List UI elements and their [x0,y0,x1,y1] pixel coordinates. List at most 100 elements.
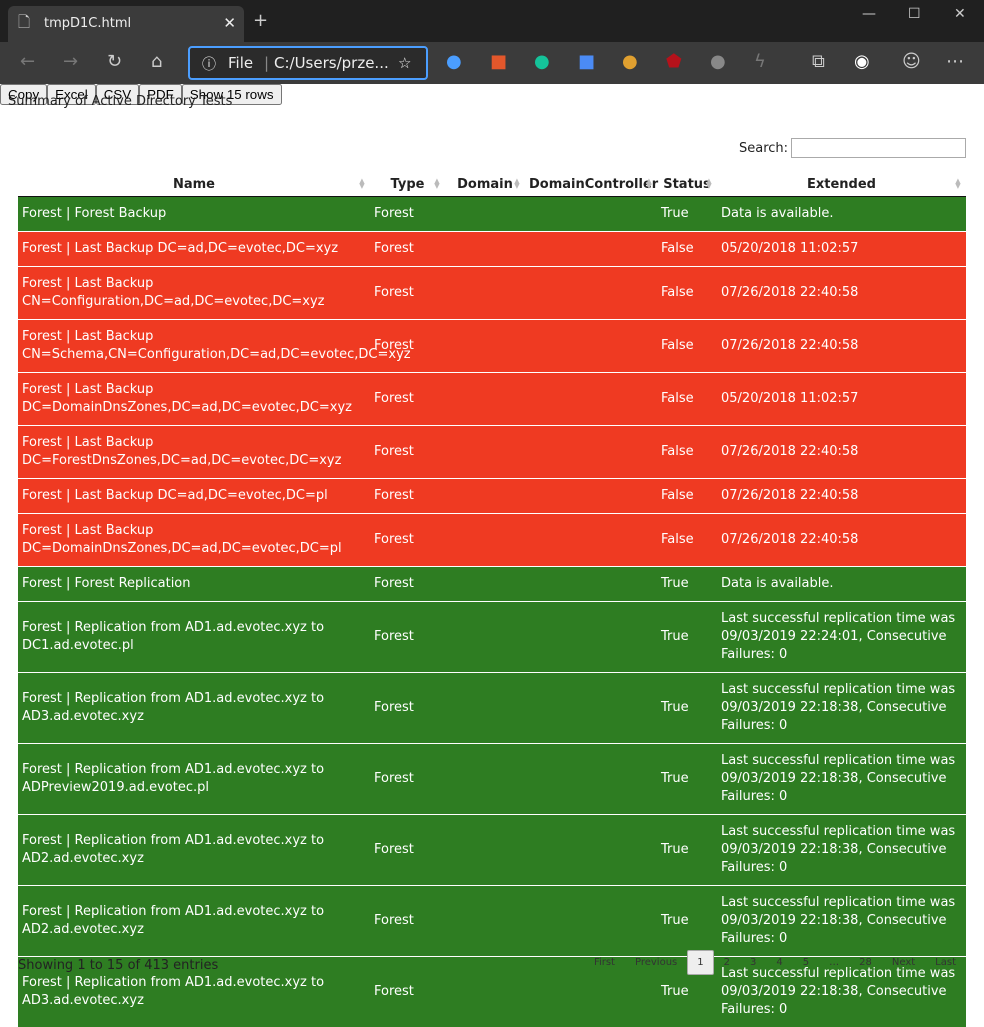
table-row: Forest | Last Backup CN=Schema,CN=Config… [18,320,966,373]
cell-type: Forest [370,373,445,426]
cell-type: Forest [370,886,445,957]
cell-domain [445,815,525,886]
cell-domain-controller [525,815,657,886]
extension[interactable]: ● [534,51,550,72]
cell-domain [445,673,525,744]
extension[interactable]: ● [446,51,462,72]
file-icon: 🗋 [18,12,30,37]
page-link[interactable]: 4 [766,950,792,975]
table-row: Forest | Last Backup DC=ad,DC=evotec,DC=… [18,479,966,514]
forward[interactable]: → [63,51,78,72]
cell-name: Forest | Last Backup DC=ad,DC=evotec,DC=… [18,479,370,514]
maximize[interactable]: ☐ [908,6,921,22]
cell-name: Forest | Forest Backup [18,197,370,232]
cell-status: True [657,197,717,232]
extension[interactable]: ϟ [754,51,766,72]
table-row: Forest | Replication from AD1.ad.evotec.… [18,602,966,673]
cell-status: True [657,886,717,957]
feedback[interactable]: ☺ [902,51,921,72]
cell-status: False [657,373,717,426]
cell-domain [445,373,525,426]
page-link[interactable]: … [819,950,849,975]
extension[interactable]: ● [622,51,638,72]
address-bar[interactable]: ⓘ File | C:/Users/prze... ☆ [188,46,428,80]
page-link[interactable]: 1 [687,950,713,975]
cell-domain-controller [525,673,657,744]
table-row: Forest | Last Backup DC=ForestDnsZones,D… [18,426,966,479]
collections[interactable]: ⧉ [812,51,825,72]
toolbar: ← → ↻ ⌂ ⓘ File | C:/Users/prze... ☆ ● ■ … [0,42,984,84]
favorite[interactable]: ☆ [398,54,411,72]
cell-domain [445,602,525,673]
page-link[interactable]: Last [925,950,966,975]
extension[interactable]: ⬟ [666,51,682,72]
search-input[interactable] [791,138,966,158]
cell-name: Forest | Replication from AD1.ad.evotec.… [18,602,370,673]
table-row: Forest | Replication from AD1.ad.evotec.… [18,815,966,886]
cell-type: Forest [370,267,445,320]
column-header[interactable]: DomainController [525,172,657,197]
cell-status: False [657,514,717,567]
cell-domain-controller [525,567,657,602]
table-row: Forest | Replication from AD1.ad.evotec.… [18,744,966,815]
menu[interactable]: ⋯ [946,51,964,72]
cell-name: Forest | Last Backup CN=Configuration,DC… [18,267,370,320]
search-label: Search: [739,141,788,156]
cell-status: False [657,232,717,267]
close-window[interactable]: ✕ [954,6,966,22]
page-link[interactable]: Previous [625,950,687,975]
cell-extended: Last successful replication time was 09/… [717,815,966,886]
extension[interactable]: ■ [490,51,507,72]
cell-domain-controller [525,744,657,815]
page-link[interactable]: 2 [714,950,740,975]
page-link[interactable]: Next [882,950,925,975]
cell-domain-controller [525,479,657,514]
cell-extended: 07/26/2018 22:40:58 [717,514,966,567]
body: 🗋 tmpD1C.html ✕ + — ☐ ✕ ← → ↻ ⌂ ⓘ File |… [0,0,984,1003]
cell-extended: 07/26/2018 22:40:58 [717,267,966,320]
results-table: NameTypeDomainDomainControllerStatusExte… [18,172,966,1027]
cell-extended: Last successful replication time was 09/… [717,744,966,815]
table-row: Forest | Last Backup DC=ad,DC=evotec,DC=… [18,232,966,267]
cell-type: Forest [370,567,445,602]
cell-domain [445,567,525,602]
column-header[interactable]: Status [657,172,717,197]
cell-type: Forest [370,673,445,744]
refresh[interactable]: ↻ [107,51,122,72]
cell-name: Forest | Last Backup DC=DomainDnsZones,D… [18,373,370,426]
cell-domain [445,232,525,267]
column-header[interactable]: Type [370,172,445,197]
cell-domain-controller [525,320,657,373]
cell-status: True [657,602,717,673]
column-header[interactable]: Extended [717,172,966,197]
cell-type: Forest [370,320,445,373]
close-tab[interactable]: ✕ [223,14,236,32]
extension[interactable]: ■ [578,51,595,72]
new-tab[interactable]: + [253,10,268,31]
home[interactable]: ⌂ [151,51,162,72]
page-link[interactable]: 3 [740,950,766,975]
cell-domain-controller [525,602,657,673]
profile[interactable]: ◉ [854,51,870,72]
cell-domain [445,426,525,479]
cell-extended: Data is available. [717,197,966,232]
column-header[interactable]: Name [18,172,370,197]
cell-type: Forest [370,479,445,514]
page-link[interactable]: First [584,950,625,975]
cell-status: False [657,320,717,373]
cell-domain [445,267,525,320]
cell-status: False [657,267,717,320]
page-link[interactable]: 28 [849,950,882,975]
tab[interactable]: 🗋 tmpD1C.html ✕ [8,6,244,42]
minimize[interactable]: — [862,6,876,22]
column-header[interactable]: Domain [445,172,525,197]
extension[interactable]: ● [710,51,726,72]
cell-domain [445,197,525,232]
page-link[interactable]: 5 [793,950,819,975]
back[interactable]: ← [20,51,35,72]
cell-domain-controller [525,426,657,479]
